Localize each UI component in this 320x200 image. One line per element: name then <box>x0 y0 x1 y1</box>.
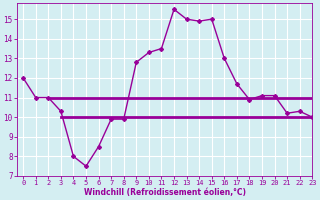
X-axis label: Windchill (Refroidissement éolien,°C): Windchill (Refroidissement éolien,°C) <box>84 188 245 197</box>
